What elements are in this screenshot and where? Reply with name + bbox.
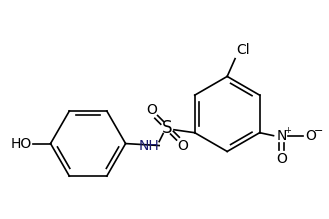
Text: O: O [177,139,188,153]
Text: Cl: Cl [236,43,250,57]
Text: O: O [146,103,157,117]
Text: +: + [284,126,291,135]
Text: −: − [314,126,324,136]
Text: O: O [306,129,316,143]
Text: N: N [276,129,287,143]
Text: HO: HO [11,137,32,150]
Text: O: O [276,152,287,166]
Text: S: S [162,119,172,137]
Text: NH: NH [139,139,160,153]
